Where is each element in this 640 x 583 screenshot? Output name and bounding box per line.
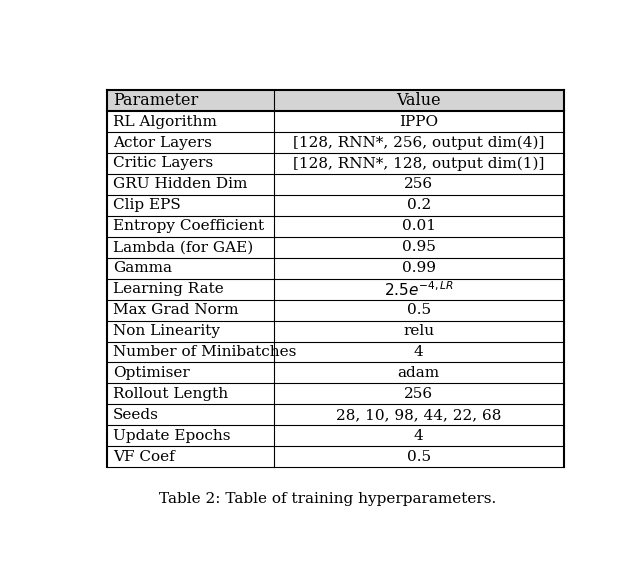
Text: relu: relu xyxy=(403,324,435,338)
Text: IPPO: IPPO xyxy=(399,115,438,129)
Text: 256: 256 xyxy=(404,387,433,401)
Bar xyxy=(108,90,564,111)
Bar xyxy=(108,447,564,467)
Text: VF Coef: VF Coef xyxy=(113,449,175,463)
Text: GRU Hidden Dim: GRU Hidden Dim xyxy=(113,177,248,191)
Text: 4: 4 xyxy=(414,345,424,359)
Text: 0.95: 0.95 xyxy=(402,240,436,254)
Text: adam: adam xyxy=(397,366,440,380)
Bar xyxy=(108,363,564,384)
Text: 28, 10, 98, 44, 22, 68: 28, 10, 98, 44, 22, 68 xyxy=(336,408,501,422)
Text: Learning Rate: Learning Rate xyxy=(113,282,224,296)
Bar xyxy=(108,174,564,195)
Text: Parameter: Parameter xyxy=(113,92,198,109)
Text: 0.2: 0.2 xyxy=(406,198,431,212)
Text: Table 2: Table of training hyperparameters.: Table 2: Table of training hyperparamete… xyxy=(159,491,497,505)
Bar xyxy=(108,237,564,258)
Text: Actor Layers: Actor Layers xyxy=(113,135,212,149)
Text: Optimiser: Optimiser xyxy=(113,366,190,380)
Bar xyxy=(108,300,564,321)
Bar xyxy=(108,258,564,279)
Text: Seeds: Seeds xyxy=(113,408,159,422)
Text: Lambda (for GAE): Lambda (for GAE) xyxy=(113,240,253,254)
Text: Entropy Coefficient: Entropy Coefficient xyxy=(113,219,264,233)
Text: Non Linearity: Non Linearity xyxy=(113,324,220,338)
Bar xyxy=(108,111,564,132)
Bar xyxy=(108,195,564,216)
Text: [128, RNN*, 256, output dim(4)]: [128, RNN*, 256, output dim(4)] xyxy=(293,135,545,150)
Text: [128, RNN*, 128, output dim(1)]: [128, RNN*, 128, output dim(1)] xyxy=(293,156,545,171)
Text: 0.99: 0.99 xyxy=(402,261,436,275)
Bar xyxy=(108,342,564,363)
Bar xyxy=(108,321,564,342)
Text: 4: 4 xyxy=(414,429,424,443)
Text: Max Grad Norm: Max Grad Norm xyxy=(113,303,239,317)
Text: Gamma: Gamma xyxy=(113,261,172,275)
Text: RL Algorithm: RL Algorithm xyxy=(113,115,217,129)
Bar xyxy=(108,426,564,447)
Text: Value: Value xyxy=(396,92,441,109)
Text: Update Epochs: Update Epochs xyxy=(113,429,231,443)
Text: Critic Layers: Critic Layers xyxy=(113,156,213,170)
Bar xyxy=(108,132,564,153)
Bar xyxy=(108,216,564,237)
Text: Clip EPS: Clip EPS xyxy=(113,198,181,212)
Text: 0.01: 0.01 xyxy=(402,219,436,233)
Text: $2.5e^{-4,LR}$: $2.5e^{-4,LR}$ xyxy=(384,280,454,298)
Text: Rollout Length: Rollout Length xyxy=(113,387,228,401)
Bar xyxy=(108,279,564,300)
Text: 256: 256 xyxy=(404,177,433,191)
Text: 0.5: 0.5 xyxy=(406,303,431,317)
Text: 0.5: 0.5 xyxy=(406,449,431,463)
Bar xyxy=(108,384,564,405)
Bar xyxy=(108,153,564,174)
Text: Number of Minibatches: Number of Minibatches xyxy=(113,345,296,359)
Bar xyxy=(108,405,564,426)
